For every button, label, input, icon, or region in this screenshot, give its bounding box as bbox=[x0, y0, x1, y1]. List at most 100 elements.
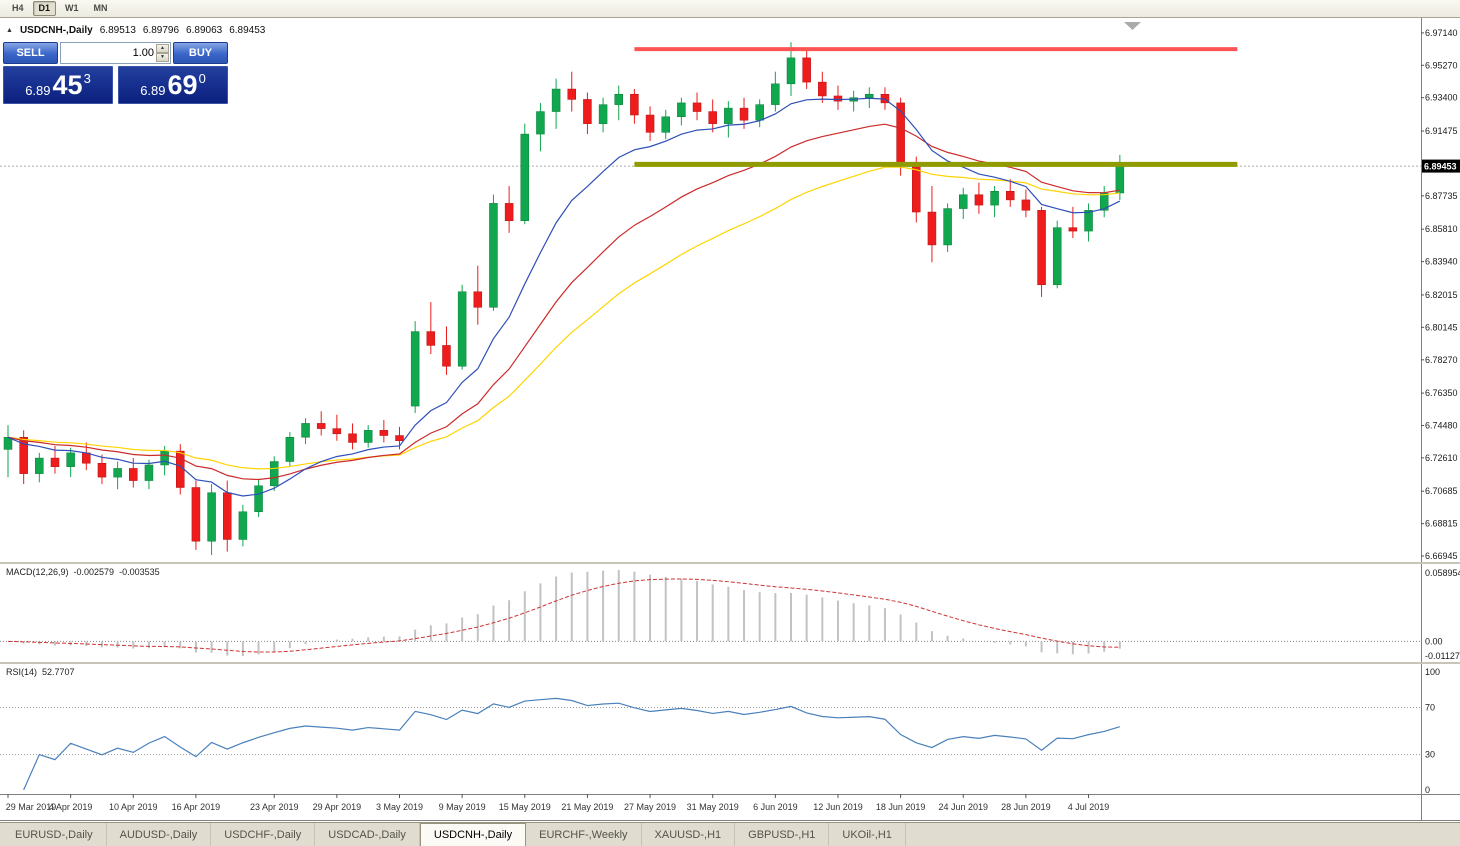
price-scale[interactable]: 6.97140 6.95270 6.93400 6.91475 6.87735 6.858… bbox=[1421, 18, 1460, 822]
macd-value-signal: -0.003535 bbox=[119, 567, 160, 577]
svg-text:23 Apr 2019: 23 Apr 2019 bbox=[250, 802, 299, 812]
one-click-toggle-icon[interactable]: ▲ bbox=[6, 27, 13, 34]
svg-text:6.70685: 6.70685 bbox=[1425, 486, 1458, 496]
candlesticks bbox=[3, 42, 1125, 556]
svg-text:6.74480: 6.74480 bbox=[1425, 420, 1458, 430]
svg-text:9 May 2019: 9 May 2019 bbox=[439, 802, 486, 812]
buy-price-main: 6.89 bbox=[140, 83, 166, 98]
ohlc-high: 6.89796 bbox=[142, 25, 180, 36]
volume-input[interactable]: 1.00 ▲ ▼ bbox=[60, 42, 171, 64]
svg-text:16 Apr 2019: 16 Apr 2019 bbox=[172, 802, 221, 812]
rsi-name: RSI(14) bbox=[6, 667, 38, 677]
volume-spinner: ▲ ▼ bbox=[156, 44, 169, 62]
svg-text:30: 30 bbox=[1425, 750, 1435, 760]
timeframe-button-d1[interactable]: D1 bbox=[32, 1, 57, 16]
rsi-line bbox=[23, 697, 1121, 791]
svg-text:4 Jul 2019: 4 Jul 2019 bbox=[1068, 802, 1110, 812]
macd-signal-line bbox=[7, 578, 1120, 653]
chart-tab-bar: EURUSD-,Daily AUDUSD-,Daily USDCHF-,Daily U… bbox=[0, 822, 1460, 846]
chart-background bbox=[0, 18, 1460, 822]
svg-text:28 Jun 2019: 28 Jun 2019 bbox=[1001, 802, 1051, 812]
timeframe-toolbar: H4 D1 W1 MN bbox=[0, 0, 1460, 18]
rsi-pane bbox=[0, 697, 1421, 791]
chart-symbol-period: USDCNH-,Daily bbox=[19, 25, 93, 36]
svg-text:0.058954: 0.058954 bbox=[1425, 568, 1460, 578]
chart-tab-ukoil-h1[interactable]: UKOil-,H1 bbox=[829, 823, 906, 846]
svg-text:18 Jun 2019: 18 Jun 2019 bbox=[876, 802, 926, 812]
pane-splitter-1[interactable] bbox=[0, 562, 1460, 564]
svg-text:10 Apr 2019: 10 Apr 2019 bbox=[109, 802, 158, 812]
svg-text:70: 70 bbox=[1425, 703, 1435, 713]
sell-price-pips: 45 bbox=[52, 70, 83, 100]
volume-value[interactable]: 1.00 bbox=[132, 47, 154, 59]
chart-ohlc-header: ▲ USDCNH-,Daily 6.89513 6.89796 6.89063 … bbox=[6, 25, 265, 36]
svg-text:24 Jun 2019: 24 Jun 2019 bbox=[938, 802, 988, 812]
svg-text:21 May 2019: 21 May 2019 bbox=[561, 802, 613, 812]
svg-text:6.80145: 6.80145 bbox=[1425, 322, 1458, 332]
svg-text:6.72610: 6.72610 bbox=[1425, 453, 1458, 463]
svg-text:6.66945: 6.66945 bbox=[1425, 551, 1458, 561]
ohlc-open: 6.89513 bbox=[99, 25, 136, 36]
svg-text:100: 100 bbox=[1425, 667, 1440, 677]
svg-text:0.00: 0.00 bbox=[1425, 636, 1443, 646]
macd-value-main: -0.002579 bbox=[73, 567, 115, 577]
svg-text:12 Jun 2019: 12 Jun 2019 bbox=[813, 802, 863, 812]
rsi-value: 52.7707 bbox=[42, 667, 75, 677]
one-click-trading-panel: SELL 1.00 ▲ ▼ BUY 6.89 45 3 6.89 bbox=[3, 42, 228, 104]
chart-tab-usdchf-daily[interactable]: USDCHF-,Daily bbox=[211, 823, 316, 846]
svg-text:3 May 2019: 3 May 2019 bbox=[376, 802, 423, 812]
sell-price-frac: 3 bbox=[83, 71, 91, 86]
svg-text:15 May 2019: 15 May 2019 bbox=[499, 802, 551, 812]
svg-text:31 May 2019: 31 May 2019 bbox=[687, 802, 739, 812]
svg-text:6.95270: 6.95270 bbox=[1425, 60, 1458, 70]
timeframe-button-w1[interactable]: W1 bbox=[65, 3, 79, 13]
svg-text:6.78270: 6.78270 bbox=[1425, 355, 1458, 365]
buy-button[interactable]: BUY bbox=[173, 42, 228, 64]
svg-text:6.76350: 6.76350 bbox=[1425, 388, 1458, 398]
sell-button[interactable]: SELL bbox=[3, 42, 58, 64]
rsi-indicator-label: RSI(14) 52.7707 bbox=[6, 667, 75, 677]
svg-text:0: 0 bbox=[1425, 785, 1430, 795]
ma-fast-blue bbox=[7, 97, 1121, 497]
ohlc-low: 6.89063 bbox=[186, 25, 223, 36]
timeframe-button-h4[interactable]: H4 bbox=[12, 3, 24, 13]
svg-text:6.91475: 6.91475 bbox=[1425, 126, 1458, 136]
current-price-badge bbox=[1422, 159, 1460, 173]
svg-text:6.97140: 6.97140 bbox=[1425, 28, 1458, 38]
chart-tab-eurchf-weekly[interactable]: EURCHF-,Weekly bbox=[526, 823, 642, 846]
ma-mid-red bbox=[7, 123, 1120, 481]
chart-workspace: 6.97140 6.95270 6.93400 6.91475 6.87735 6.858… bbox=[0, 18, 1460, 822]
main-price-pane[interactable] bbox=[0, 22, 1421, 556]
chart-tab-eurusd-daily[interactable]: EURUSD-,Daily bbox=[2, 823, 107, 846]
svg-text:6.85810: 6.85810 bbox=[1425, 224, 1458, 234]
buy-price-frac: 0 bbox=[198, 71, 206, 86]
sell-price-display[interactable]: 6.89 45 3 bbox=[3, 66, 113, 104]
timeframe-button-mn[interactable]: MN bbox=[93, 3, 108, 13]
buy-price-display[interactable]: 6.89 69 0 bbox=[118, 66, 228, 104]
svg-text:29 Mar 2019: 29 Mar 2019 bbox=[6, 802, 57, 812]
volume-up-icon[interactable]: ▲ bbox=[156, 44, 169, 53]
ma-slow-yellow bbox=[7, 166, 1120, 470]
svg-text:4 Apr 2019: 4 Apr 2019 bbox=[49, 802, 93, 812]
macd-pane bbox=[0, 570, 1421, 656]
svg-text:6.93400: 6.93400 bbox=[1425, 93, 1458, 103]
svg-text:-0.011273: -0.011273 bbox=[1425, 651, 1460, 661]
svg-text:6.89453: 6.89453 bbox=[1424, 162, 1457, 172]
chart-tab-audusd-daily[interactable]: AUDUSD-,Daily bbox=[107, 823, 212, 846]
chart-tab-gbpusd-h1[interactable]: GBPUSD-,H1 bbox=[735, 823, 830, 846]
chart-tab-usdcad-daily[interactable]: USDCAD-,Daily bbox=[315, 823, 420, 846]
volume-down-icon[interactable]: ▼ bbox=[156, 53, 169, 62]
chart-tab-xauusd-h1[interactable]: XAUUSD-,H1 bbox=[642, 823, 736, 846]
svg-text:6.83940: 6.83940 bbox=[1425, 257, 1458, 267]
pane-splitter-2[interactable] bbox=[0, 662, 1460, 664]
macd-indicator-label: MACD(12,26,9) -0.002579 -0.003535 bbox=[6, 567, 160, 577]
svg-text:6.68815: 6.68815 bbox=[1425, 519, 1458, 529]
chart-shift-icon[interactable] bbox=[1124, 22, 1141, 30]
chart-tab-usdcnh-daily[interactable]: USDCNH-,Daily bbox=[419, 823, 527, 846]
sell-price-main: 6.89 bbox=[25, 83, 51, 98]
svg-text:6.82015: 6.82015 bbox=[1425, 290, 1458, 300]
ohlc-close: 6.89453 bbox=[229, 25, 266, 36]
chart-canvas[interactable]: 6.97140 6.95270 6.93400 6.91475 6.87735 6.858… bbox=[0, 18, 1460, 822]
